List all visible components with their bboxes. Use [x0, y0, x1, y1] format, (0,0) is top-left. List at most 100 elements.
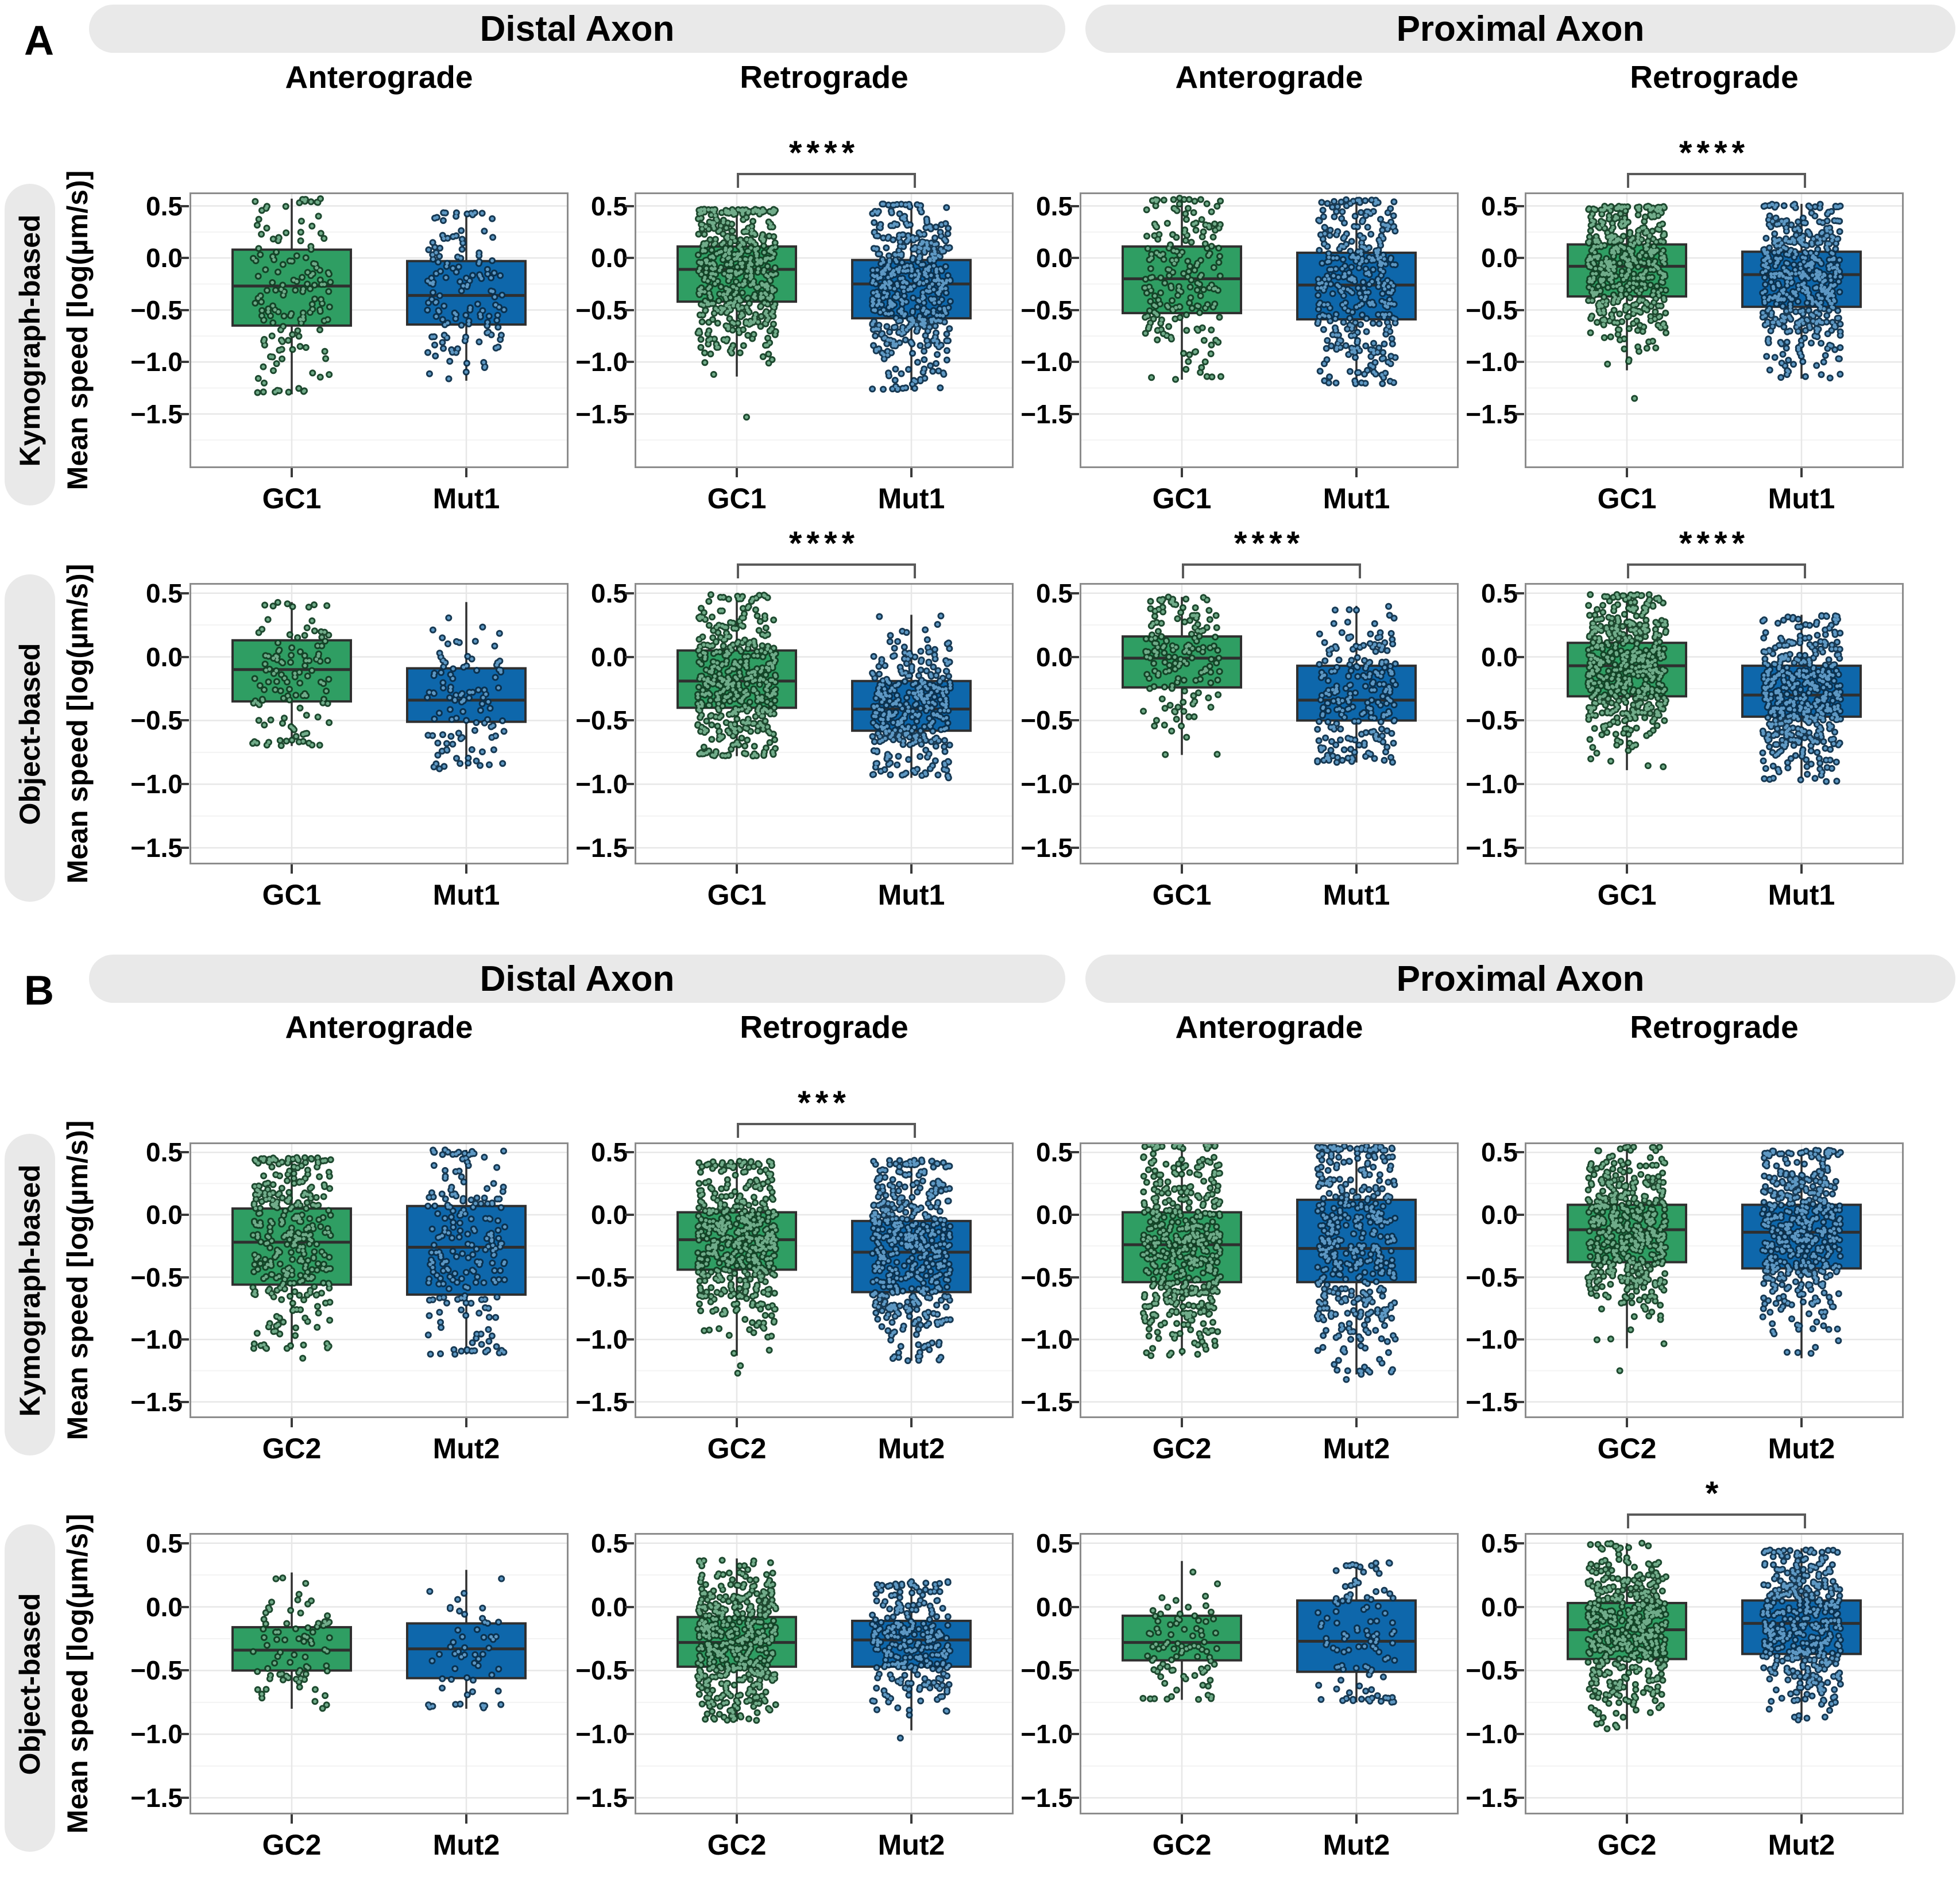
ytick-mark [1515, 847, 1524, 849]
points-Mut1 [871, 202, 952, 391]
xcat-label-GC2: GC2 [262, 1432, 322, 1465]
xtick-mark [736, 468, 738, 477]
ytick-label-−0.5: −0.5 [1020, 1655, 1073, 1686]
ytick-label-−1.0: −1.0 [1466, 1324, 1518, 1355]
significance-bracket [737, 173, 916, 188]
xtick-mark [465, 864, 467, 874]
ytick-label-0.0: 0.0 [1481, 243, 1518, 273]
ytick-mark [180, 1605, 189, 1608]
ytick-mark [1515, 1797, 1524, 1799]
ytick-mark [625, 308, 634, 311]
y-axis-label: Mean speed [log(µm/s)] [61, 170, 94, 491]
ytick-mark [1515, 1542, 1524, 1544]
subplot-B-0-2 [1080, 1142, 1459, 1418]
column-title-0: Anterograde [285, 59, 473, 95]
ytick-mark [625, 1605, 634, 1608]
ytick-mark [1070, 204, 1079, 207]
xcat-label-Mut1: Mut1 [432, 482, 500, 515]
ytick-label-−1.5: −1.5 [1020, 833, 1073, 863]
xcat-label-GC1: GC1 [262, 482, 322, 515]
xtick-mark [291, 1814, 293, 1824]
ytick-mark [1070, 1151, 1079, 1154]
ytick-label-0.0: 0.0 [1036, 1592, 1073, 1622]
xcat-label-Mut1: Mut1 [1768, 482, 1835, 515]
ytick-label-0.0: 0.0 [146, 1199, 183, 1230]
ytick-mark [1515, 1338, 1524, 1341]
ytick-mark [180, 1542, 189, 1544]
ytick-mark [1515, 1151, 1524, 1154]
significance-bracket [1627, 563, 1806, 578]
ytick-label-−1.5: −1.5 [1020, 1783, 1073, 1813]
xtick-mark [1181, 864, 1183, 874]
ytick-mark [180, 361, 189, 364]
ytick-label-0.5: 0.5 [146, 578, 183, 608]
plot-border [1080, 1533, 1459, 1814]
xtick-mark [1626, 468, 1628, 477]
ytick-label-−1.0: −1.0 [1466, 769, 1518, 800]
subplot-B-1-0 [190, 1533, 569, 1814]
ytick-label-−0.5: −0.5 [1466, 705, 1518, 736]
points-Mut1 [871, 614, 952, 780]
ytick-label-0.5: 0.5 [146, 1528, 183, 1558]
ytick-label-−1.5: −1.5 [1466, 833, 1518, 863]
xtick-mark [910, 1814, 913, 1824]
points-GC2 [1586, 1145, 1668, 1373]
ytick-label-−0.5: −0.5 [575, 1655, 628, 1686]
ytick-mark [180, 719, 189, 722]
ytick-mark [1515, 361, 1524, 364]
xcat-label-GC1: GC1 [262, 879, 322, 911]
ytick-label-0.5: 0.5 [146, 191, 183, 221]
box-Mut2 [406, 1204, 527, 1296]
ytick-mark [180, 1400, 189, 1403]
ytick-label-−1.0: −1.0 [130, 1324, 183, 1355]
ytick-mark [1070, 1797, 1079, 1799]
points-Mut2 [871, 1158, 952, 1362]
subplot-A-1-1 [635, 583, 1014, 864]
ytick-label-0.5: 0.5 [591, 1528, 628, 1558]
ytick-mark [625, 783, 634, 786]
ytick-mark [1070, 257, 1079, 260]
points-Mut2 [1761, 1148, 1842, 1356]
ytick-mark [1070, 1213, 1079, 1216]
xtick-mark [1626, 1418, 1628, 1427]
xtick-mark [910, 1418, 913, 1427]
xcat-label-Mut1: Mut1 [877, 482, 945, 515]
xcat-label-Mut1: Mut1 [1323, 879, 1390, 911]
xtick-mark [1355, 468, 1358, 477]
ytick-mark [1070, 1338, 1079, 1341]
panel-B: B Distal Axon Proximal Axon Anterograde Retr… [0, 950, 1960, 1900]
ytick-label-−1.0: −1.0 [1466, 1719, 1518, 1750]
ytick-mark [1515, 1605, 1524, 1608]
points-GC1 [252, 197, 333, 395]
ytick-label-0.5: 0.5 [1481, 578, 1518, 608]
xcat-label-GC1: GC1 [1597, 879, 1657, 911]
xtick-mark [910, 864, 913, 874]
ytick-mark [625, 1797, 634, 1799]
ytick-mark [625, 1733, 634, 1736]
ytick-mark [1070, 783, 1079, 786]
xtick-mark [1800, 1814, 1803, 1824]
ytick-label-0.0: 0.0 [591, 642, 628, 672]
ytick-label-−0.5: −0.5 [575, 705, 628, 736]
region-header-distal-axon: Distal Axon [89, 955, 1065, 1003]
column-title-3: Retrograde [1630, 59, 1799, 95]
ytick-mark [180, 204, 189, 207]
xtick-mark [465, 468, 467, 477]
ytick-label-−0.5: −0.5 [1020, 295, 1073, 325]
ytick-mark [1070, 412, 1079, 415]
significance-bracket [737, 563, 916, 578]
ytick-label-−1.0: −1.0 [1020, 769, 1073, 800]
ytick-label-−1.5: −1.5 [130, 833, 183, 863]
ytick-mark [180, 257, 189, 260]
column-title-1: Retrograde [740, 1009, 909, 1045]
row-pill-0 [5, 1134, 55, 1455]
panel-label-A: A [24, 18, 54, 64]
ytick-mark [1515, 1669, 1524, 1672]
plot-border [1080, 192, 1459, 468]
points-Mut2 [871, 1580, 952, 1740]
ytick-label-−0.5: −0.5 [1466, 1655, 1518, 1686]
ytick-label-−1.5: −1.5 [130, 399, 183, 429]
row-label: Kymograph-based [14, 1164, 46, 1417]
ytick-label-0.5: 0.5 [1036, 191, 1073, 221]
ytick-mark [625, 1151, 634, 1154]
